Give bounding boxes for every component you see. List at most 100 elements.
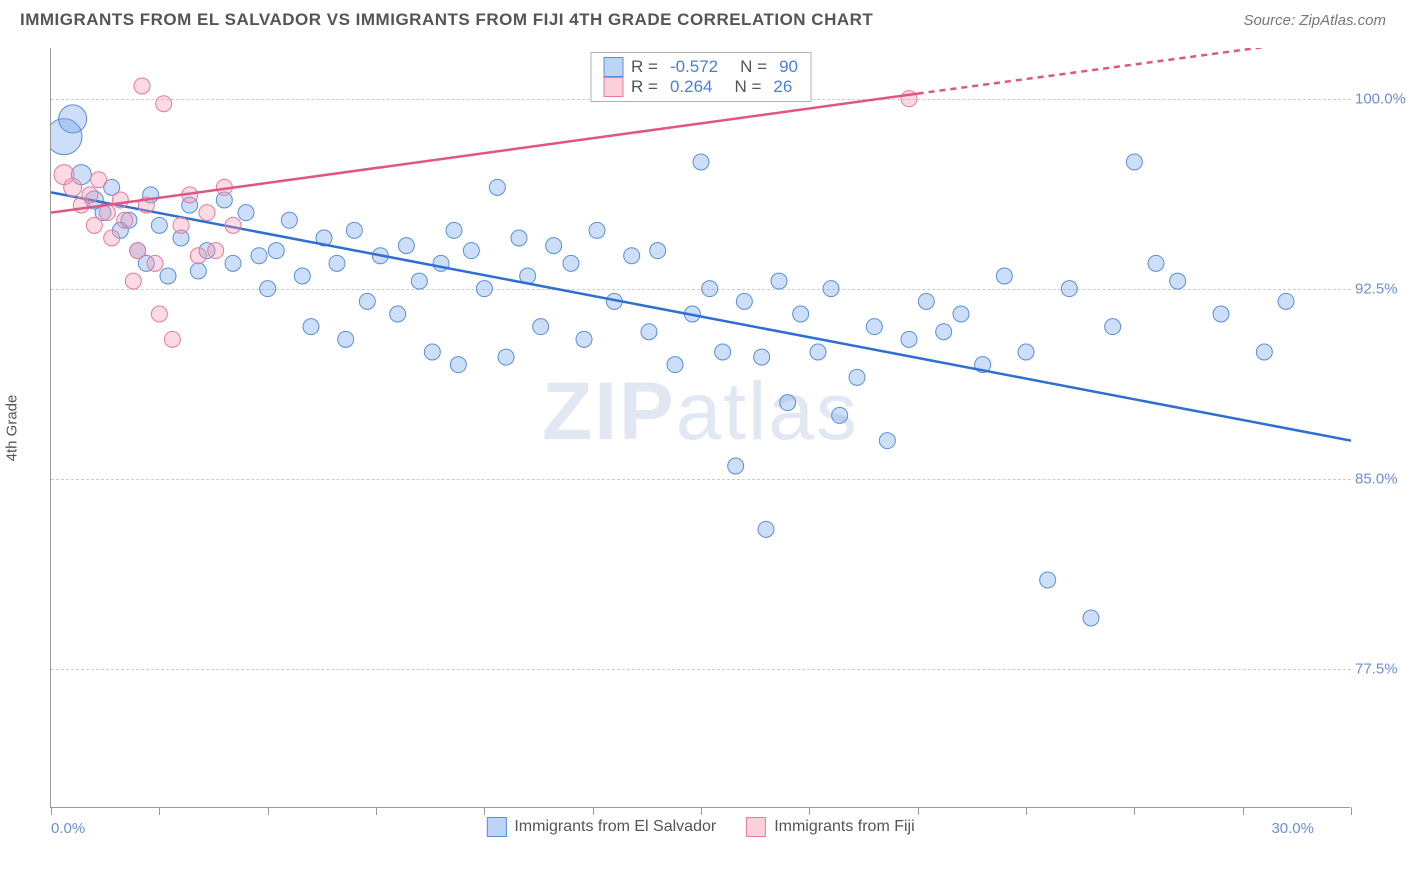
x-tick bbox=[918, 807, 919, 815]
data-point bbox=[134, 78, 150, 94]
data-point bbox=[147, 255, 163, 271]
data-point bbox=[667, 357, 683, 373]
data-point bbox=[563, 255, 579, 271]
data-point bbox=[104, 230, 120, 246]
data-point bbox=[810, 344, 826, 360]
plot-area: 77.5%85.0%92.5%100.0% ZIPatlas R =-0.572… bbox=[50, 48, 1350, 808]
data-point bbox=[476, 281, 492, 297]
legend-item: Immigrants from El Salvador bbox=[486, 817, 716, 837]
data-point bbox=[866, 319, 882, 335]
data-point bbox=[996, 268, 1012, 284]
data-point bbox=[59, 105, 87, 133]
data-point bbox=[338, 331, 354, 347]
data-point bbox=[91, 172, 107, 188]
data-point bbox=[411, 273, 427, 289]
data-point bbox=[82, 187, 98, 203]
x-tick bbox=[51, 807, 52, 815]
data-point bbox=[715, 344, 731, 360]
data-point bbox=[823, 281, 839, 297]
legend-row: R =-0.572N =90 bbox=[603, 57, 798, 77]
data-point bbox=[450, 357, 466, 373]
x-tick bbox=[159, 807, 160, 815]
chart-title: IMMIGRANTS FROM EL SALVADOR VS IMMIGRANT… bbox=[20, 10, 873, 30]
legend-row: R = 0.264N =26 bbox=[603, 77, 798, 97]
y-tick-label: 85.0% bbox=[1355, 470, 1406, 487]
data-point bbox=[208, 243, 224, 259]
data-point bbox=[849, 369, 865, 385]
data-point bbox=[359, 293, 375, 309]
data-point bbox=[498, 349, 514, 365]
data-point bbox=[693, 154, 709, 170]
data-point bbox=[199, 205, 215, 221]
trend-line bbox=[51, 192, 1351, 440]
data-point bbox=[1148, 255, 1164, 271]
data-point bbox=[953, 306, 969, 322]
data-point bbox=[1018, 344, 1034, 360]
legend-n-value: 90 bbox=[779, 57, 798, 77]
data-point bbox=[64, 178, 82, 196]
data-point bbox=[936, 324, 952, 340]
data-point bbox=[702, 281, 718, 297]
data-point bbox=[251, 248, 267, 264]
x-axis-max-label: 30.0% bbox=[1271, 820, 1314, 837]
legend-swatch bbox=[603, 57, 623, 77]
plot-svg bbox=[51, 48, 1351, 808]
data-point bbox=[1170, 273, 1186, 289]
data-point bbox=[1126, 154, 1142, 170]
chart-container: 4th Grade 77.5%85.0%92.5%100.0% ZIPatlas… bbox=[50, 48, 1386, 808]
data-point bbox=[1278, 293, 1294, 309]
legend-item: Immigrants from Fiji bbox=[746, 817, 914, 837]
data-point bbox=[164, 331, 180, 347]
data-point bbox=[117, 212, 133, 228]
legend-swatch bbox=[746, 817, 766, 837]
data-point bbox=[390, 306, 406, 322]
data-point bbox=[793, 306, 809, 322]
data-point bbox=[736, 293, 752, 309]
data-point bbox=[151, 306, 167, 322]
data-point bbox=[125, 273, 141, 289]
data-point bbox=[329, 255, 345, 271]
y-tick-label: 92.5% bbox=[1355, 280, 1406, 297]
data-point bbox=[346, 222, 362, 238]
x-tick bbox=[1243, 807, 1244, 815]
y-tick-label: 100.0% bbox=[1355, 90, 1406, 107]
data-point bbox=[511, 230, 527, 246]
data-point bbox=[1256, 344, 1272, 360]
data-point bbox=[151, 217, 167, 233]
data-point bbox=[546, 238, 562, 254]
data-point bbox=[641, 324, 657, 340]
legend-n-value: 26 bbox=[773, 77, 792, 97]
trend-line-dashed bbox=[918, 48, 1351, 94]
x-tick bbox=[593, 807, 594, 815]
data-point bbox=[624, 248, 640, 264]
data-point bbox=[294, 268, 310, 284]
data-point bbox=[268, 243, 284, 259]
legend-label: Immigrants from Fiji bbox=[774, 818, 914, 836]
chart-source: Source: ZipAtlas.com bbox=[1243, 12, 1386, 29]
data-point bbox=[446, 222, 462, 238]
legend-r-value: -0.572 bbox=[670, 57, 718, 77]
data-point bbox=[533, 319, 549, 335]
data-point bbox=[281, 212, 297, 228]
legend-n-label: N = bbox=[740, 57, 767, 77]
data-point bbox=[190, 263, 206, 279]
trend-line bbox=[51, 94, 918, 213]
data-point bbox=[1213, 306, 1229, 322]
data-point bbox=[901, 331, 917, 347]
data-point bbox=[1040, 572, 1056, 588]
data-point bbox=[832, 407, 848, 423]
legend-n-label: N = bbox=[734, 77, 761, 97]
data-point bbox=[1061, 281, 1077, 297]
data-point bbox=[463, 243, 479, 259]
y-tick-label: 77.5% bbox=[1355, 660, 1406, 677]
data-point bbox=[780, 395, 796, 411]
data-point bbox=[238, 205, 254, 221]
data-point bbox=[489, 179, 505, 195]
y-axis-label: 4th Grade bbox=[4, 395, 21, 462]
data-point bbox=[879, 433, 895, 449]
data-point bbox=[303, 319, 319, 335]
legend-swatch bbox=[486, 817, 506, 837]
data-point bbox=[918, 293, 934, 309]
data-point bbox=[173, 217, 189, 233]
data-point bbox=[589, 222, 605, 238]
